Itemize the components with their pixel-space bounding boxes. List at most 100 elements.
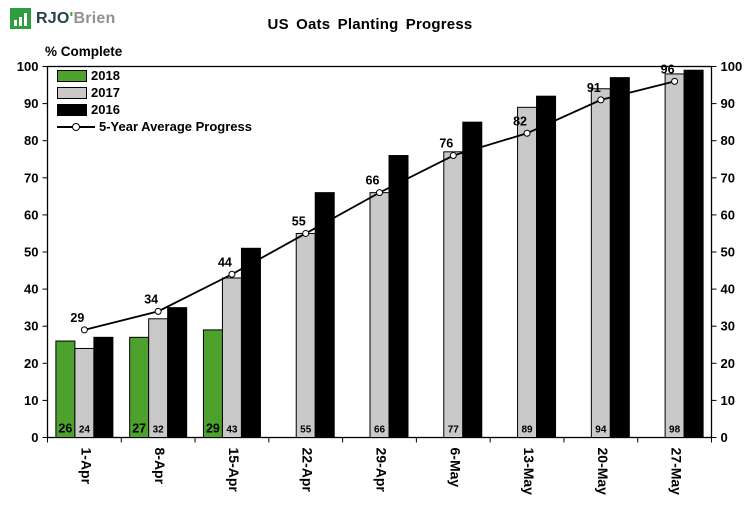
bar-value-label-2017-6-May: 77 [448, 425, 460, 436]
bar-value-label-2017-15-Apr: 43 [226, 425, 238, 436]
legend-item-2016: 2016 [57, 102, 252, 117]
bar-value-label-2017-8-Apr: 32 [153, 425, 165, 436]
bar-value-label-2018-15-Apr: 29 [206, 422, 220, 436]
y-axis-label-left: 20 [24, 356, 38, 371]
bar-2016-27-May [683, 69, 704, 439]
bar-value-label-2018-1-Apr: 26 [58, 422, 72, 436]
y-axis-label-left: 10 [24, 393, 38, 408]
y-axis-title: % Complete [45, 44, 123, 59]
y-axis-label-right: 50 [721, 245, 735, 260]
bar-2017-27-May [664, 73, 685, 438]
bar-2017-6-May [443, 151, 464, 439]
avg-line-marker [671, 77, 679, 85]
logo-apostrophe: ' [69, 9, 74, 27]
legend-label: 2018 [91, 68, 120, 83]
bar-2017-8-Apr [148, 318, 169, 438]
rjobrien-logo: RJO'Brien [10, 8, 115, 29]
rjobrien-logo-icon [10, 8, 31, 29]
x-axis-label: 22-Apr [300, 448, 316, 493]
bar-2017-13-May [517, 106, 538, 438]
x-axis-label: 1-Apr [78, 448, 94, 485]
y-axis-label-left: 100 [17, 59, 39, 74]
bar-value-label-2018-8-Apr: 27 [132, 422, 146, 436]
x-axis-label: 20-May [595, 448, 611, 496]
avg-line-marker [228, 270, 236, 278]
bar-2016-8-Apr [167, 307, 188, 438]
bar-2016-15-Apr [240, 247, 261, 438]
legend-item-2017: 2017 [57, 85, 252, 100]
avg-value-label-6-May: 76 [439, 137, 453, 151]
avg-value-label-15-Apr: 44 [218, 255, 232, 269]
bar-value-label-2017-20-May: 94 [595, 425, 607, 436]
avg-line-marker [80, 326, 88, 334]
x-axis-label: 29-Apr [374, 448, 390, 493]
avg-value-label-29-Apr: 66 [366, 174, 380, 188]
x-axis-label: 15-Apr [226, 448, 242, 493]
avg-line-marker [154, 307, 162, 315]
bar-value-label-2017-1-Apr: 24 [79, 425, 91, 436]
legend-swatch-icon [57, 69, 87, 82]
y-axis-label-left: 40 [24, 282, 38, 297]
legend-label: 2017 [91, 85, 120, 100]
legend-item-2018: 2018 [57, 68, 252, 83]
x-axis-label: 8-Apr [152, 448, 168, 485]
bar-2016-13-May [536, 95, 557, 439]
legend-label: 2016 [91, 102, 120, 117]
bar-2016-20-May [609, 77, 630, 438]
y-axis-label-right: 80 [721, 133, 735, 148]
avg-value-label-20-May: 91 [587, 81, 601, 95]
x-axis-label: 6-May [447, 448, 463, 488]
logo-text-brien: Brien [73, 9, 116, 27]
avg-line-marker [523, 129, 531, 137]
y-axis-label-right: 90 [721, 96, 735, 111]
bar-2016-29-Apr [388, 155, 409, 438]
y-axis-label-right: 0 [721, 430, 728, 445]
y-axis-label-right: 20 [721, 356, 735, 371]
avg-value-label-22-Apr: 55 [292, 214, 306, 228]
x-axis-label: 27-May [669, 448, 685, 496]
bar-value-label-2017-22-Apr: 55 [300, 425, 312, 436]
bar-2017-29-Apr [369, 192, 390, 438]
avg-line-marker [376, 189, 383, 197]
y-axis-label-left: 30 [24, 319, 38, 334]
legend-item-5-year-average-progress: 5-Year Average Progress [57, 119, 252, 134]
y-axis-label-right: 60 [721, 207, 735, 222]
bar-value-label-2017-27-May: 98 [669, 425, 681, 436]
logo-text-rjo: RJO [36, 9, 70, 27]
avg-value-label-1-Apr: 29 [70, 311, 84, 325]
legend-line-marker-icon [57, 121, 95, 133]
bar-2017-22-Apr [295, 232, 316, 438]
avg-value-label-13-May: 82 [513, 114, 527, 128]
y-axis-label-left: 80 [24, 133, 38, 148]
bar-value-label-2017-13-May: 89 [521, 425, 533, 436]
avg-value-label-8-Apr: 34 [144, 292, 158, 306]
y-axis-label-right: 10 [721, 393, 735, 408]
y-axis-label-right: 40 [721, 282, 735, 297]
legend-swatch-icon [57, 103, 87, 116]
y-axis-label-right: 100 [721, 59, 743, 74]
y-axis-label-right: 30 [721, 319, 735, 334]
bar-2016-22-Apr [314, 192, 335, 438]
legend-label: 5-Year Average Progress [99, 119, 252, 134]
avg-line-marker [597, 96, 605, 104]
legend: 2018 2017 2016 5-Year Average Progress [57, 68, 252, 134]
y-axis-label-left: 50 [24, 245, 38, 260]
bar-2017-15-Apr [221, 277, 242, 438]
y-axis-label-left: 70 [24, 170, 38, 185]
bar-2017-20-May [590, 88, 611, 438]
avg-value-label-27-May: 96 [661, 62, 675, 76]
legend-swatch-icon [57, 86, 87, 99]
avg-line-marker [449, 152, 457, 160]
bar-2016-1-Apr [93, 336, 114, 438]
y-axis-label-left: 0 [31, 430, 38, 445]
avg-line-marker [302, 229, 310, 237]
y-axis-label-right: 70 [721, 170, 735, 185]
bar-2016-6-May [462, 121, 483, 439]
y-axis-label-left: 90 [24, 96, 38, 111]
chart-title: US Oats Planting Progress [267, 16, 473, 33]
bar-value-label-2017-29-Apr: 66 [374, 425, 386, 436]
y-axis-label-left: 60 [24, 207, 38, 222]
rjobrien-logo-text: RJO'Brien [36, 10, 115, 28]
